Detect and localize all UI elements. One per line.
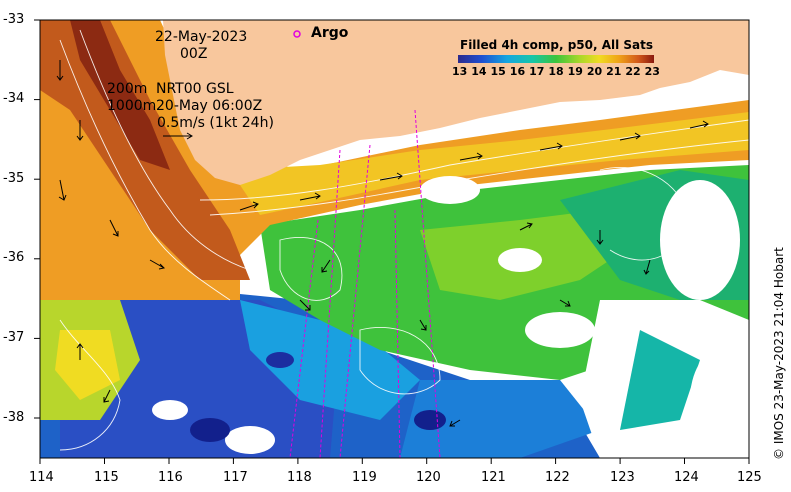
lat-tick-label: -38 [3,410,25,425]
map-hour: 00Z [180,46,208,62]
lon-tick-label: 120 [416,470,441,485]
lat-tick-label: -37 [3,330,25,345]
colorbar-tick: 15 [490,65,506,78]
current-vectors [56,60,709,427]
lon-tick-label: 114 [29,470,54,485]
lon-tick-label: 116 [158,470,183,485]
lon-tick-label: 115 [94,470,119,485]
argo-label: Argo [311,25,349,41]
colorbar-tick: 14 [471,65,487,78]
lon-tick-label: 119 [352,470,377,485]
colorbar-tick: 16 [509,65,526,78]
lat-tick-label: -33 [3,12,25,27]
lat-tick-label: -34 [3,91,25,106]
lon-tick-label: 125 [737,470,762,485]
plot-frame [39,19,750,459]
colorbar-tick: 21 [606,65,622,78]
scale-arrow-label: 0.5m/s (1kt 24h) [157,115,274,131]
lon-tick-label: 123 [610,470,635,485]
scale-arrow-icon [163,132,193,140]
lon-tick-label: 117 [223,470,248,485]
product-time: 20-May 06:00Z [156,98,263,114]
depth-200m-label: 200m [107,81,148,97]
lat-tick-label: -36 [3,250,25,265]
colorbar-tick: 18 [548,65,564,78]
colorbar-ticks: 13 14 15 16 17 18 19 20 21 22 23 [452,65,660,78]
lat-tick-label: -35 [3,171,25,186]
lon-tick-label: 124 [674,470,699,485]
colorbar-tick: 13 [452,65,468,78]
colorbar-tick: 22 [625,65,641,78]
colorbar-tick: 17 [529,65,545,78]
lon-tick-label: 122 [545,470,570,485]
colorbar-tick: 20 [586,65,603,78]
lon-tick-label: 121 [481,470,506,485]
lon-tick-label: 118 [287,470,312,485]
colorbar-tick: 19 [567,65,583,78]
map-date: 22-May-2023 [155,29,248,45]
map-field [40,20,749,458]
argo-marker-icon [293,30,301,38]
depth-1000m-label: 1000m [107,98,157,114]
credit-text: © IMOS 23-May-2023 21:04 Hobart [772,247,786,460]
colorbar [458,55,654,63]
colorbar-tick: 23 [644,65,660,78]
product-label: NRT00 GSL [156,81,234,97]
colorbar-title: Filled 4h comp, p50, All Sats [460,38,654,52]
